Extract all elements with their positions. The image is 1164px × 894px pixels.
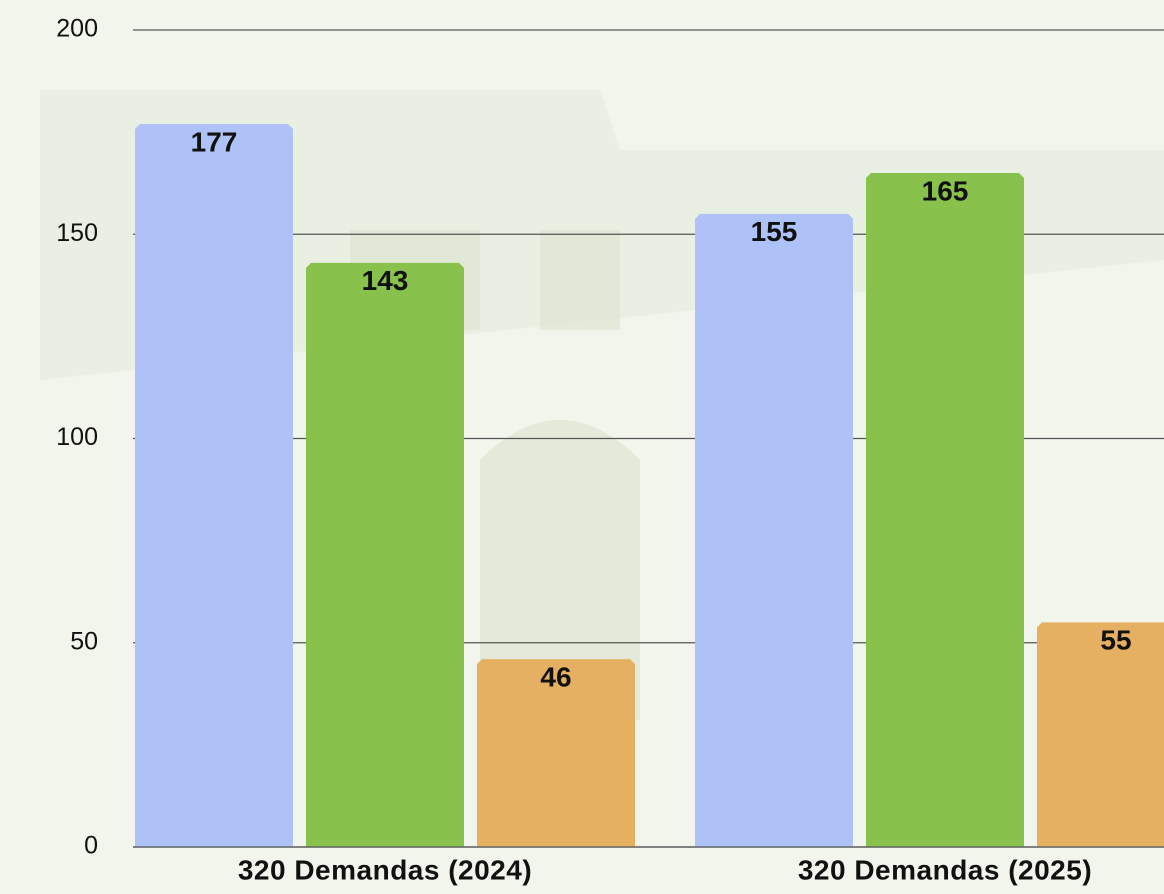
data-label: 143 — [362, 265, 409, 296]
data-label: 165 — [922, 175, 969, 206]
data-label: 55 — [1100, 625, 1131, 656]
y-tick-label: 200 — [56, 15, 98, 43]
data-label: 177 — [191, 126, 238, 157]
y-tick-label: 150 — [56, 219, 98, 247]
x-tick-label: 320 Demandas (2025) — [798, 854, 1092, 885]
x-tick-label: 320 Demandas (2024) — [238, 854, 532, 885]
bar — [695, 213, 853, 847]
bar — [866, 172, 1024, 848]
background-image — [350, 230, 640, 720]
bar — [1037, 622, 1164, 847]
y-tick-label: 100 — [56, 423, 98, 451]
data-label: 46 — [540, 661, 571, 692]
y-tick-label: 50 — [70, 627, 98, 655]
bar — [135, 123, 293, 847]
bar — [306, 262, 464, 848]
data-label: 155 — [751, 216, 798, 247]
bar — [477, 659, 635, 847]
y-tick-label: 0 — [84, 832, 98, 860]
